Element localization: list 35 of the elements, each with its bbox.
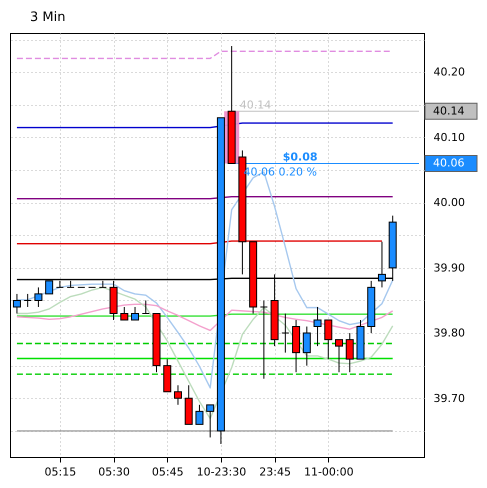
ref-line-label: 40.14 [433, 104, 464, 118]
line-series [16, 304, 394, 332]
candlestick [324, 320, 332, 360]
candlestick [195, 404, 204, 425]
candlestick [302, 326, 311, 366]
y-tick-label: 39.80 [434, 326, 465, 340]
x-tick-label: 11-00:00 [304, 466, 354, 478]
candlestick [314, 306, 322, 347]
candlestick [206, 404, 214, 438]
annotation: 40.14 [240, 98, 272, 112]
candlestick [346, 332, 354, 373]
x-tick-label: 23:45 [259, 466, 291, 478]
y-tick-label: 40.20 [434, 66, 465, 79]
chart-title: 3 Min [30, 10, 66, 25]
candlestick [120, 306, 128, 321]
y-tick-label: 40.00 [434, 196, 465, 210]
candlestick [260, 300, 268, 380]
candlestick [174, 384, 182, 406]
candlestick [24, 293, 32, 308]
y-tick-label: 40.10 [434, 130, 465, 144]
candlestick [12, 293, 21, 314]
y-tick-label: 39.90 [434, 261, 465, 274]
line-series [16, 286, 394, 420]
candlestick [34, 286, 42, 308]
annotation: $0.08 [282, 150, 318, 164]
candlestick [142, 300, 150, 314]
x-tick-label: 05:45 [152, 466, 184, 478]
x-tick-label: 10-23:30 [196, 466, 246, 478]
candlestick [335, 339, 344, 373]
x-tick-label: 05:15 [44, 466, 76, 478]
candlestick [131, 306, 140, 321]
y-tick-label: 39.70 [434, 392, 465, 405]
x-tick-label: 05:30 [98, 466, 130, 478]
ref-line-label: 40.06 [433, 156, 464, 170]
candlestick [281, 312, 290, 354]
